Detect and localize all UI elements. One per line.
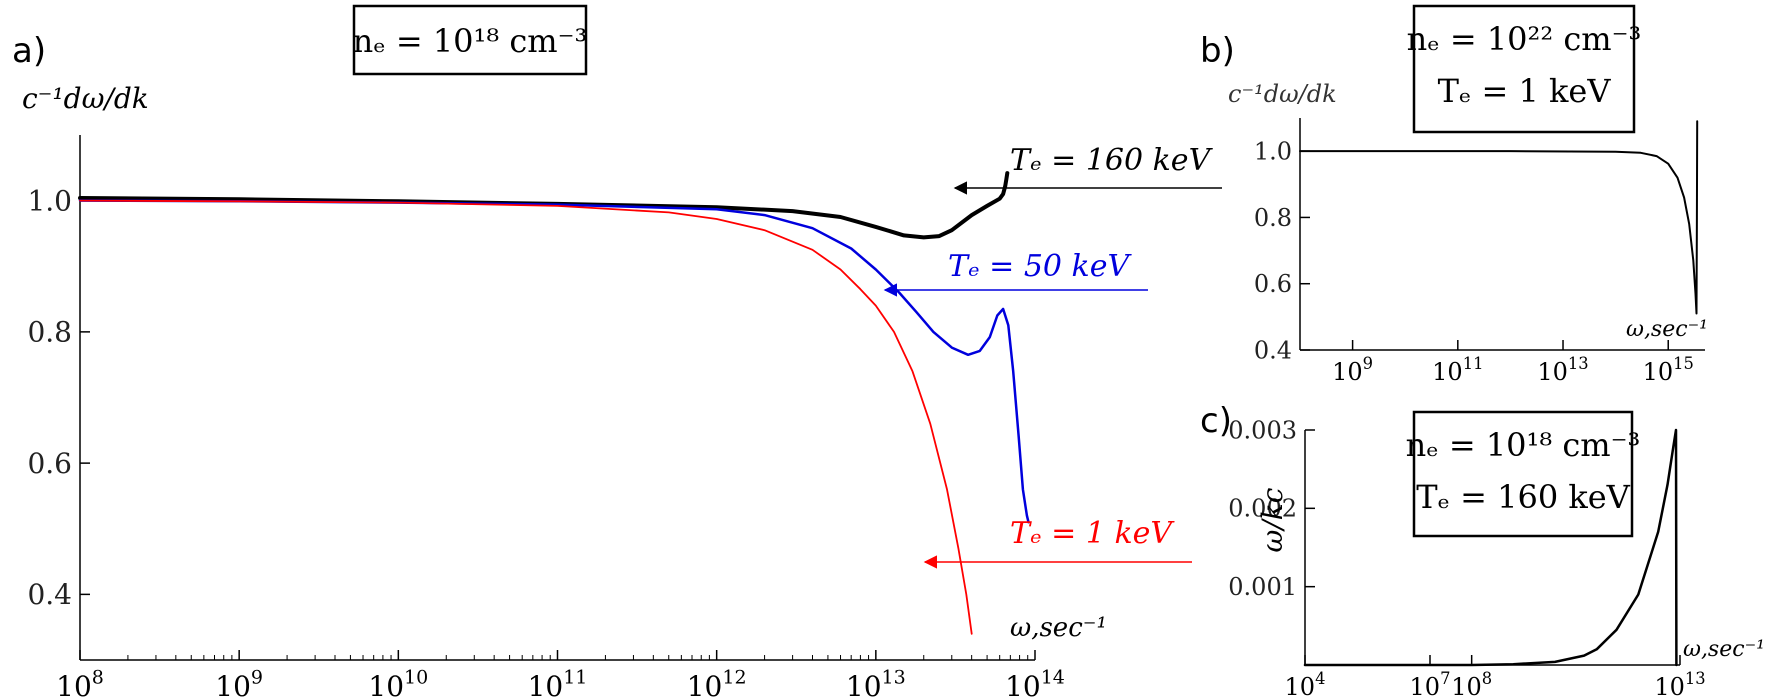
annotation-1kev: Tₑ = 1 keV bbox=[1010, 516, 1175, 551]
panel-c-x-axis-label: ω,sec⁻¹ bbox=[1683, 637, 1765, 662]
panel-c-x-tick-label: 104 bbox=[1285, 669, 1326, 700]
panel-b-x-tick-label: 1013 bbox=[1537, 354, 1588, 386]
panel-b-x-tick-label: 1011 bbox=[1432, 354, 1483, 386]
panel-a-x-tick-label: 1014 bbox=[1005, 666, 1065, 700]
panel-b-box-line-1: nₑ = 10²² cm⁻³ bbox=[1407, 20, 1642, 58]
panel-b-y-axis-label: c⁻¹dω/dk bbox=[1228, 80, 1337, 108]
panel-b-y-tick-label: 0.4 bbox=[1254, 336, 1292, 364]
panel-a-parameter-box bbox=[352, 4, 588, 76]
panel-a-x-tick-label: 1013 bbox=[846, 666, 906, 700]
panel-c-y-tick-label: 0.002 bbox=[1228, 495, 1297, 523]
panel-c-series-line-0 bbox=[1303, 428, 1678, 667]
panel-a-series-line-1 bbox=[78, 199, 1030, 524]
panel-c-box-line-1: nₑ = 10¹⁸ cm⁻³ bbox=[1406, 426, 1641, 464]
panel-a-y-tick-label: 0.8 bbox=[27, 316, 72, 349]
panel-b-box-line-2: Tₑ = 1 keV bbox=[1438, 72, 1612, 110]
panel-a-x-tick-label: 108 bbox=[56, 666, 104, 700]
panel-c-parameter-box bbox=[1412, 410, 1634, 538]
annotation-50kev: Tₑ = 50 keV bbox=[948, 249, 1132, 284]
panel-b-chart: 109 1011 1013 1015 0.4 0.6 0.8 1.0 c⁻¹dω/dk ω,… bbox=[1228, 4, 1708, 386]
panel-b-series-line-0 bbox=[1299, 120, 1699, 315]
panel-c-y-tick-label: 0.001 bbox=[1228, 573, 1297, 601]
panel-b-y-tick-label: 0.8 bbox=[1254, 204, 1292, 232]
panel-a-chart: 108 109 1010 1011 1012 1013 1014 0.40.60.81.0 … bbox=[22, 4, 1222, 700]
panel-a-y-tick-label: 0.6 bbox=[27, 447, 72, 480]
panel-a-x-tick-label: 1010 bbox=[368, 666, 428, 700]
panel-a-x-axis-label: ω,sec⁻¹ bbox=[1010, 613, 1107, 643]
panel-a-y-tick-label: 0.4 bbox=[27, 578, 72, 611]
panel-a-box-line-1: nₑ = 10¹⁸ cm⁻³ bbox=[353, 22, 588, 60]
panel-a-y-tick-label: 1.0 bbox=[27, 184, 72, 217]
panel-c-x-tick-label: 1013 bbox=[1654, 669, 1705, 700]
panel-label-a: a) bbox=[12, 31, 46, 71]
panel-b-x-axis-label: ω,sec⁻¹ bbox=[1626, 317, 1708, 342]
annotation-160kev: Tₑ = 160 keV bbox=[1010, 143, 1214, 178]
panel-c-y-tick-label: 0.003 bbox=[1228, 416, 1297, 444]
panel-a-x-tick-label: 1012 bbox=[687, 666, 747, 700]
panel-b-parameter-box bbox=[1412, 4, 1636, 134]
panel-c-y-axis-label: ω/kc bbox=[1256, 487, 1289, 552]
panel-c-x-tick-label: 107 bbox=[1410, 669, 1451, 700]
panel-a-x-tick-label: 1011 bbox=[528, 666, 588, 700]
panel-label-b: b) bbox=[1200, 31, 1235, 71]
panel-b-x-tick-label: 109 bbox=[1332, 354, 1373, 386]
panel-a-y-axis-label: c⁻¹dω/dk bbox=[22, 82, 149, 115]
panel-a-x-tick-label: 109 bbox=[215, 666, 263, 700]
panel-label-c: c) bbox=[1200, 401, 1232, 441]
panel-a-series-line-2 bbox=[79, 199, 973, 635]
panel-b-x-tick-label: 1015 bbox=[1643, 354, 1694, 386]
panel-c-chart: 104 107 108 1013 0.001 0.002 0.003 ω/kc ω,sec… bbox=[1228, 410, 1765, 700]
panel-b-y-tick-label: 0.6 bbox=[1254, 270, 1292, 298]
panel-c-x-tick-label: 108 bbox=[1451, 669, 1492, 700]
panel-c-box-line-2: Tₑ = 160 keV bbox=[1416, 478, 1630, 516]
panel-b-y-tick-label: 1.0 bbox=[1254, 138, 1292, 166]
